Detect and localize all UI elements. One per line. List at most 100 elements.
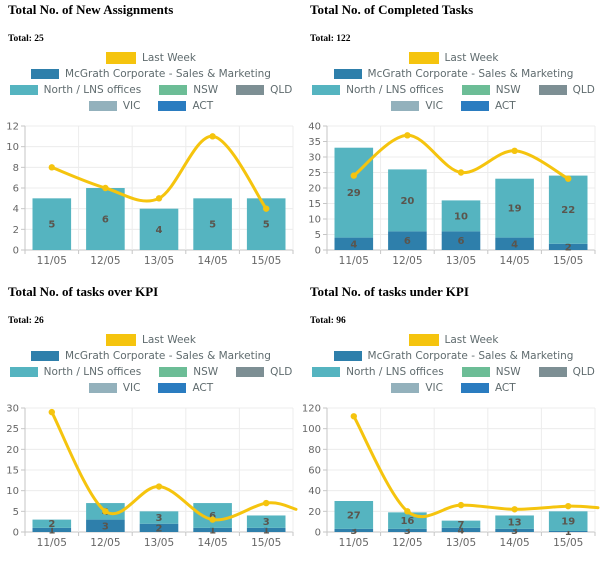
legend-row: McGrath Corporate - Sales & Marketing bbox=[333, 68, 573, 80]
y-axis-label: 8 bbox=[13, 163, 19, 174]
x-axis-label: 11/05 bbox=[37, 255, 67, 267]
legend-item-qld[interactable]: QLD bbox=[236, 366, 292, 378]
y-axis-label: 20 bbox=[6, 445, 19, 456]
legend-label: VIC bbox=[425, 382, 443, 394]
bar-segment-north-lns-offices[interactable] bbox=[139, 208, 179, 250]
x-axis-label: 13/05 bbox=[144, 255, 174, 267]
legend-item-north-lns-offices[interactable]: North / LNS offices bbox=[312, 84, 444, 96]
legend-item-act[interactable]: ACT bbox=[158, 100, 213, 112]
legend-item-act[interactable]: ACT bbox=[158, 382, 213, 394]
legend-item-mcgrath-corporate-sales-marketing[interactable]: McGrath Corporate - Sales & Marketing bbox=[31, 350, 271, 362]
bar-segment-mcgrath-corporate-sales-marketing[interactable] bbox=[495, 237, 534, 250]
last-week-point[interactable] bbox=[350, 413, 357, 420]
last-week-point[interactable] bbox=[263, 499, 270, 507]
bar-segment-mcgrath-corporate-sales-marketing[interactable] bbox=[86, 519, 125, 532]
bar-segment-mcgrath-corporate-sales-marketing[interactable] bbox=[246, 527, 286, 532]
legend-item-vic[interactable]: VIC bbox=[88, 100, 140, 112]
last-week-point[interactable] bbox=[404, 508, 411, 515]
legend-item-last-week[interactable]: Last Week bbox=[106, 52, 196, 64]
bar-segment-mcgrath-corporate-sales-marketing[interactable] bbox=[495, 528, 534, 532]
bar-segment-north-lns-offices[interactable] bbox=[139, 511, 179, 524]
legend-item-last-week[interactable]: Last Week bbox=[408, 334, 498, 346]
bar-segment-north-lns-offices[interactable] bbox=[441, 520, 481, 528]
legend-row: McGrath Corporate - Sales & Marketing bbox=[31, 68, 271, 80]
bar-segment-north-lns-offices[interactable] bbox=[86, 188, 125, 250]
last-week-point[interactable] bbox=[155, 483, 163, 490]
last-week-line[interactable] bbox=[352, 414, 600, 519]
bar-segment-north-lns-offices[interactable] bbox=[441, 200, 481, 232]
bar-value-label: 3 bbox=[263, 517, 270, 528]
y-axis-label: 10 bbox=[6, 142, 19, 153]
act-swatch bbox=[460, 101, 489, 111]
last-week-point[interactable] bbox=[457, 169, 465, 176]
north-lns-offices-swatch bbox=[312, 85, 341, 95]
last-week-point[interactable] bbox=[457, 501, 465, 509]
bar-segment-mcgrath-corporate-sales-marketing[interactable] bbox=[548, 530, 588, 532]
legend-label: North / LNS offices bbox=[346, 84, 444, 96]
bar-segment-mcgrath-corporate-sales-marketing[interactable] bbox=[388, 231, 427, 250]
bar-segment-north-lns-offices[interactable] bbox=[495, 178, 534, 238]
bar-segment-north-lns-offices[interactable] bbox=[32, 198, 72, 250]
last-week-point[interactable] bbox=[350, 172, 357, 179]
bar-segment-mcgrath-corporate-sales-marketing[interactable] bbox=[441, 527, 481, 532]
bar-segment-mcgrath-corporate-sales-marketing[interactable] bbox=[441, 231, 481, 250]
bar-segment-north-lns-offices[interactable] bbox=[32, 519, 72, 528]
legend-item-nsw[interactable]: NSW bbox=[461, 366, 521, 378]
y-axis-label: 25 bbox=[6, 424, 19, 435]
legend-item-vic[interactable]: VIC bbox=[391, 100, 443, 112]
legend-item-nsw[interactable]: NSW bbox=[461, 84, 521, 96]
legend-item-north-lns-offices[interactable]: North / LNS offices bbox=[9, 84, 142, 96]
last-week-point[interactable] bbox=[155, 195, 163, 202]
legend-item-act[interactable]: ACT bbox=[460, 382, 516, 394]
legend-item-mcgrath-corporate-sales-marketing[interactable]: McGrath Corporate - Sales & Marketing bbox=[333, 68, 573, 80]
bar-segment-north-lns-offices[interactable] bbox=[495, 515, 534, 529]
legend-item-north-lns-offices[interactable]: North / LNS offices bbox=[9, 366, 141, 378]
last-week-point[interactable] bbox=[511, 147, 518, 154]
mcgrath-corporate-sales-marketing-swatch bbox=[31, 69, 60, 79]
bar-segment-north-lns-offices[interactable] bbox=[548, 511, 588, 531]
last-week-point[interactable] bbox=[48, 164, 55, 171]
legend-item-qld[interactable]: QLD bbox=[538, 84, 595, 96]
last-week-point[interactable] bbox=[511, 506, 518, 513]
last-week-point[interactable] bbox=[404, 132, 411, 139]
bar-segment-mcgrath-corporate-sales-marketing[interactable] bbox=[32, 527, 72, 532]
legend-item-nsw[interactable]: NSW bbox=[159, 366, 218, 378]
bar-segment-north-lns-offices[interactable] bbox=[548, 175, 588, 244]
last-week-point[interactable] bbox=[209, 133, 216, 140]
bar-segment-north-lns-offices[interactable] bbox=[334, 501, 374, 529]
bar-segment-mcgrath-corporate-sales-marketing[interactable] bbox=[388, 528, 427, 532]
last-week-point[interactable] bbox=[209, 516, 216, 523]
bar-segment-mcgrath-corporate-sales-marketing[interactable] bbox=[139, 523, 179, 532]
bar-segment-north-lns-offices[interactable] bbox=[193, 198, 232, 250]
last-week-point[interactable] bbox=[565, 175, 572, 182]
legend-item-act[interactable]: ACT bbox=[460, 100, 516, 112]
legend-label: QLD bbox=[572, 366, 595, 378]
bar-segment-mcgrath-corporate-sales-marketing[interactable] bbox=[548, 243, 588, 250]
legend-item-qld[interactable]: QLD bbox=[538, 366, 595, 378]
legend-item-last-week[interactable]: Last Week bbox=[106, 334, 196, 346]
legend-item-nsw[interactable]: NSW bbox=[159, 84, 218, 96]
legend-item-qld[interactable]: QLD bbox=[236, 84, 292, 96]
legend-item-mcgrath-corporate-sales-marketing[interactable]: McGrath Corporate - Sales & Marketing bbox=[31, 68, 271, 80]
last-week-point[interactable] bbox=[102, 184, 109, 192]
bar-segment-mcgrath-corporate-sales-marketing[interactable] bbox=[334, 237, 374, 250]
bar-value-label: 19 bbox=[561, 517, 575, 528]
legend-item-last-week[interactable]: Last Week bbox=[408, 52, 498, 64]
last-week-line[interactable] bbox=[50, 134, 268, 211]
legend-item-mcgrath-corporate-sales-marketing[interactable]: McGrath Corporate - Sales & Marketing bbox=[333, 350, 573, 362]
chart-canvas: 0 5 10 15 20 25 30 123423161311/05 12/05 13/05 14/… bbox=[6, 404, 298, 549]
bar-segment-mcgrath-corporate-sales-marketing[interactable] bbox=[193, 527, 232, 532]
bar-segment-north-lns-offices[interactable] bbox=[388, 169, 427, 232]
y-axis-label: 15 bbox=[6, 466, 19, 477]
legend-item-vic[interactable]: VIC bbox=[391, 382, 443, 394]
bar-value-label: 22 bbox=[561, 205, 575, 216]
bar-segment-mcgrath-corporate-sales-marketing[interactable] bbox=[334, 528, 374, 532]
legend-item-north-lns-offices[interactable]: North / LNS offices bbox=[312, 366, 444, 378]
legend-item-vic[interactable]: VIC bbox=[88, 382, 140, 394]
last-week-point[interactable] bbox=[263, 205, 270, 212]
last-week-point[interactable] bbox=[48, 408, 55, 416]
last-week-point[interactable] bbox=[565, 502, 572, 510]
bar-segment-north-lns-offices[interactable] bbox=[246, 515, 286, 528]
legend-label: North / LNS offices bbox=[43, 84, 142, 96]
last-week-point[interactable] bbox=[102, 508, 109, 515]
